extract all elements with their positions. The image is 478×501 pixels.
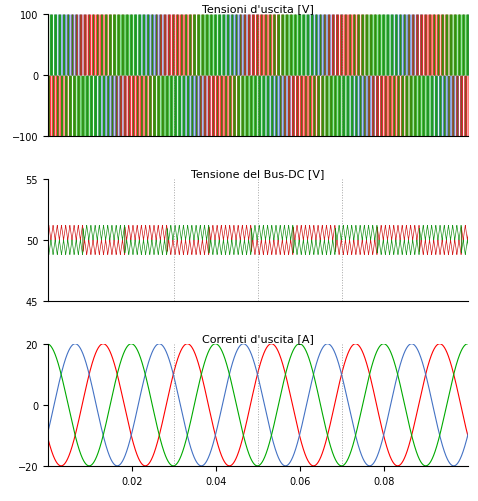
Title: Correnti d'uscita [A]: Correnti d'uscita [A] — [202, 333, 314, 343]
Title: Tensione del Bus-DC [V]: Tensione del Bus-DC [V] — [191, 169, 325, 179]
Title: Tensioni d'uscita [V]: Tensioni d'uscita [V] — [202, 5, 314, 14]
